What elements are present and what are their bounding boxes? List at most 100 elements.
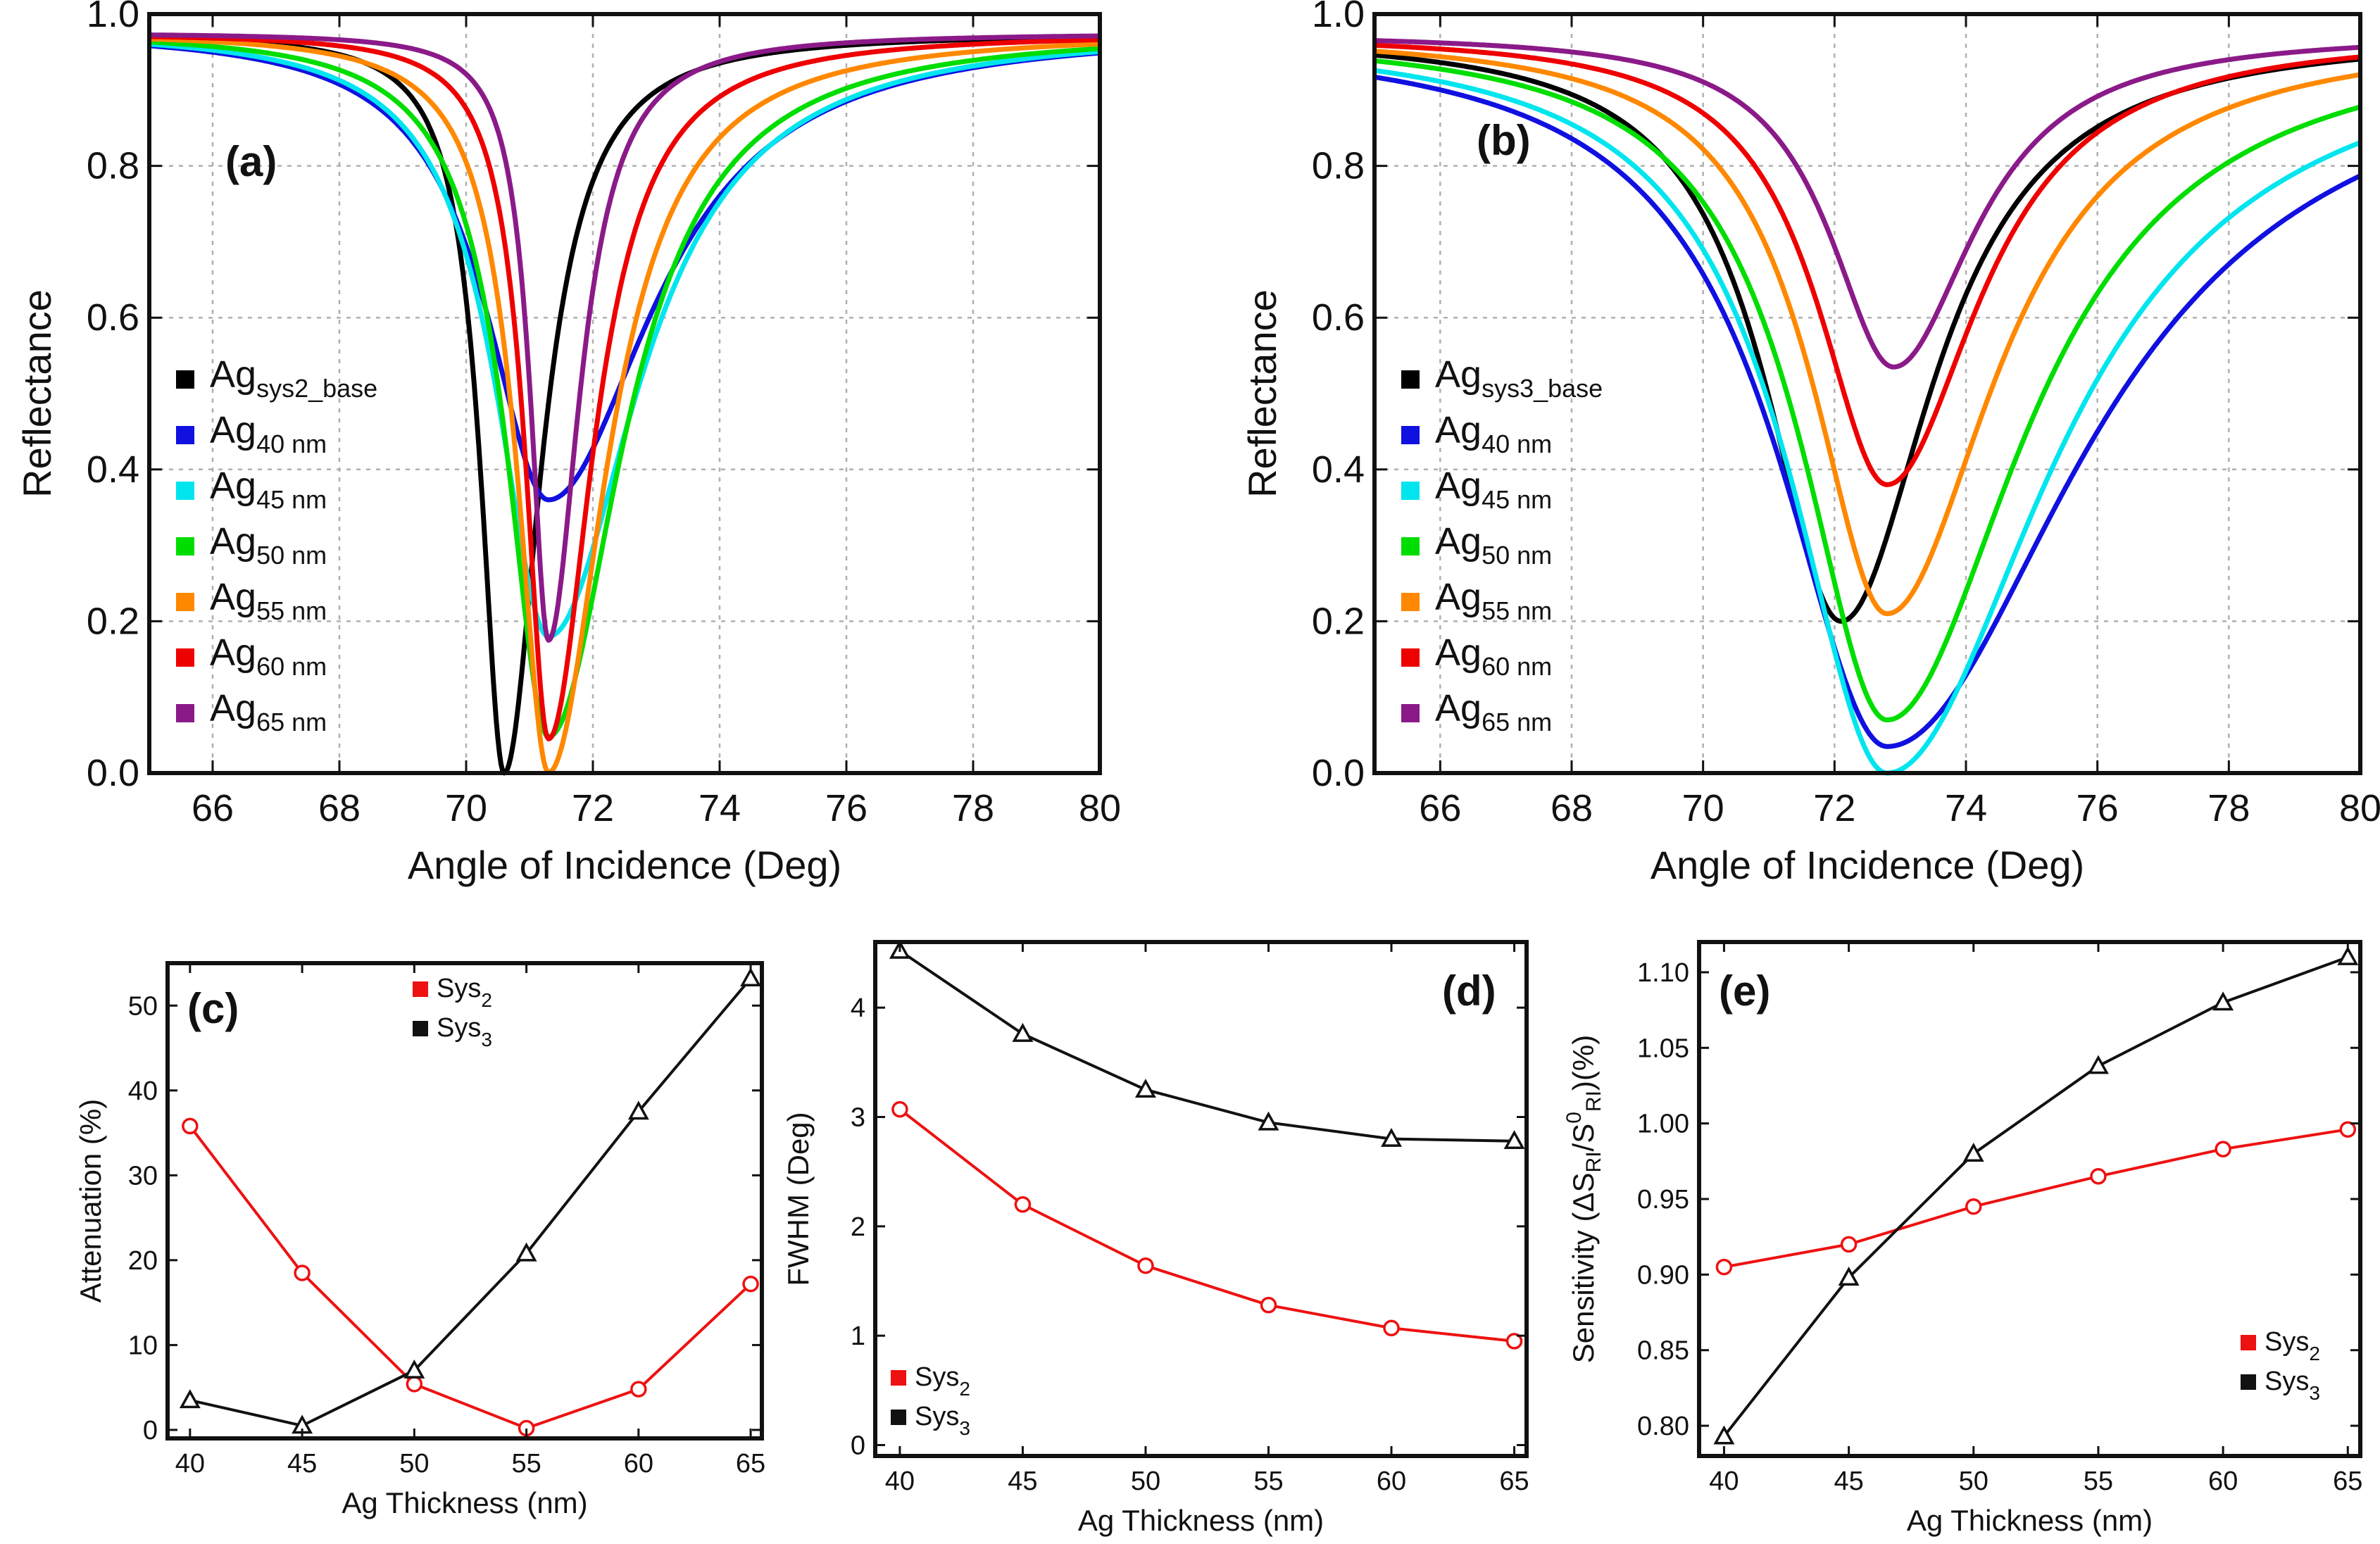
y-tick-label: 1.00 <box>1637 1110 1689 1139</box>
panel-e: 40 45 50 55 60 65 0.80 0.85 0.90 0.95 1.00 1.05 1.10… <box>1562 940 2362 1537</box>
legend-swatch <box>891 1410 906 1425</box>
panel-label: (e) <box>1719 967 1770 1015</box>
series-line-4 <box>1373 49 2362 617</box>
x-tick-label: 78 <box>952 787 994 829</box>
x-tick-label: 68 <box>1551 787 1593 829</box>
legend-label: Sys2 <box>2265 1327 2320 1364</box>
y-tick-label: 2 <box>851 1212 865 1242</box>
legend-swatch <box>176 704 194 722</box>
legend-swatch <box>176 537 194 556</box>
x-axis-label: Ag Thickness (nm) <box>1907 1504 2153 1537</box>
legend-swatch <box>413 1021 428 1036</box>
legend-label: Ag65 nm <box>1435 687 1552 736</box>
legend-swatch <box>2241 1374 2256 1390</box>
data-point <box>742 1275 759 1293</box>
x-tick-label: 45 <box>1834 1467 1863 1496</box>
data-point <box>1012 1022 1034 1042</box>
series-line-6 <box>148 32 1101 643</box>
data-point <box>1505 1333 1523 1350</box>
y-tick-label: 20 <box>128 1246 158 1276</box>
x-tick-label: 60 <box>2208 1467 2238 1496</box>
legend-label: Ag55 nm <box>210 576 327 625</box>
legend-label: Sys3 <box>2265 1367 2320 1404</box>
data-point <box>515 1242 537 1262</box>
data-point <box>2090 1168 2107 1185</box>
legend-swatch <box>891 1370 906 1386</box>
y-axis-label: FWHM (Deg) <box>782 1112 815 1286</box>
series-line-5 <box>148 34 1101 741</box>
data-point <box>294 1264 311 1281</box>
x-tick-label: 74 <box>699 787 741 829</box>
y-axis-label: Reflectance <box>15 289 59 498</box>
legend-label: Ag60 nm <box>1435 632 1552 681</box>
legend-swatch <box>1401 482 1420 500</box>
y-tick-label: 0.6 <box>87 296 139 339</box>
y-tick-label: 0.4 <box>87 448 139 491</box>
y-tick-label: 1.10 <box>1637 958 1689 988</box>
y-tick-label: 3 <box>851 1103 865 1133</box>
y-tick-label: 0.2 <box>87 600 139 642</box>
y-tick-label: 0.6 <box>1312 296 1365 339</box>
series-line-1 <box>1722 955 2348 1438</box>
data-point <box>2215 1141 2231 1157</box>
data-point <box>2087 1055 2109 1074</box>
data-point <box>1840 1236 1858 1253</box>
y-tick-label: 40 <box>128 1077 158 1106</box>
x-tick-label: 78 <box>2207 787 2250 829</box>
legend-label: Sys3 <box>915 1402 970 1439</box>
y-tick-label: 0.2 <box>1312 600 1365 642</box>
series-line-5 <box>1373 42 2362 487</box>
x-axis-label: Angle of Incidence (Deg) <box>1651 843 2084 887</box>
data-point <box>1014 1196 1032 1213</box>
data-point <box>179 1389 201 1409</box>
data-point <box>1260 1296 1277 1314</box>
legend-label: Agsys2_base <box>210 353 377 403</box>
data-point <box>1503 1130 1525 1150</box>
data-point <box>891 1100 908 1118</box>
legend-label: Ag50 nm <box>1435 520 1552 570</box>
y-tick-label: 0.80 <box>1637 1412 1689 1441</box>
legend-swatch <box>1401 593 1420 611</box>
x-tick-label: 55 <box>511 1449 541 1479</box>
y-tick-label: 1.05 <box>1637 1034 1689 1063</box>
legend-label: Sys3 <box>437 1013 492 1050</box>
data-point <box>2339 1121 2357 1138</box>
y-tick-label: 0.4 <box>1312 448 1365 491</box>
x-tick-label: 65 <box>736 1449 765 1479</box>
legend-swatch <box>2241 1335 2256 1350</box>
y-axis-label: Reflectance <box>1240 289 1284 498</box>
panel-b: 66 68 70 72 74 76 78 80 0.0 0.2 0.4 0.6 0.8 1.0 Angle … <box>1240 0 2380 887</box>
y-tick-label: 0.0 <box>1312 752 1365 794</box>
legend-swatch <box>1401 370 1420 389</box>
x-tick-label: 70 <box>1682 787 1724 829</box>
x-tick-label: 50 <box>399 1449 429 1479</box>
y-tick-label: 30 <box>128 1161 158 1191</box>
y-tick-label: 0.8 <box>1312 145 1365 187</box>
legend-label: Ag40 nm <box>1435 409 1552 458</box>
legend-label: Sys2 <box>915 1362 970 1400</box>
data-point <box>1134 1079 1156 1098</box>
series-line-4 <box>148 36 1101 775</box>
series-line-2 <box>1373 68 2362 776</box>
series-line-6 <box>1373 38 2362 370</box>
series-line-1 <box>189 977 752 1428</box>
plot-frame <box>873 940 1529 1458</box>
x-tick-label: 40 <box>175 1449 205 1479</box>
legend-label: Ag40 nm <box>210 409 327 458</box>
x-tick-label: 65 <box>2333 1467 2362 1496</box>
x-tick-label: 60 <box>1377 1467 1406 1496</box>
x-tick-label: 72 <box>572 787 614 829</box>
legend-swatch <box>1401 648 1420 667</box>
y-tick-label: 0 <box>851 1431 865 1460</box>
x-tick-label: 55 <box>2084 1467 2113 1496</box>
y-axis-label: Sensitivity (ΔSRI/S0RI)(%) <box>1562 1035 1605 1363</box>
data-point <box>1713 1425 1735 1445</box>
data-point <box>1137 1257 1154 1274</box>
legend-swatch <box>1401 426 1420 444</box>
x-axis-label: Ag Thickness (nm) <box>1078 1504 1324 1537</box>
legend-swatch <box>176 426 194 444</box>
data-point <box>1258 1111 1279 1131</box>
data-point <box>1381 1127 1402 1147</box>
x-tick-label: 40 <box>1709 1467 1739 1496</box>
x-tick-label: 60 <box>624 1449 653 1479</box>
